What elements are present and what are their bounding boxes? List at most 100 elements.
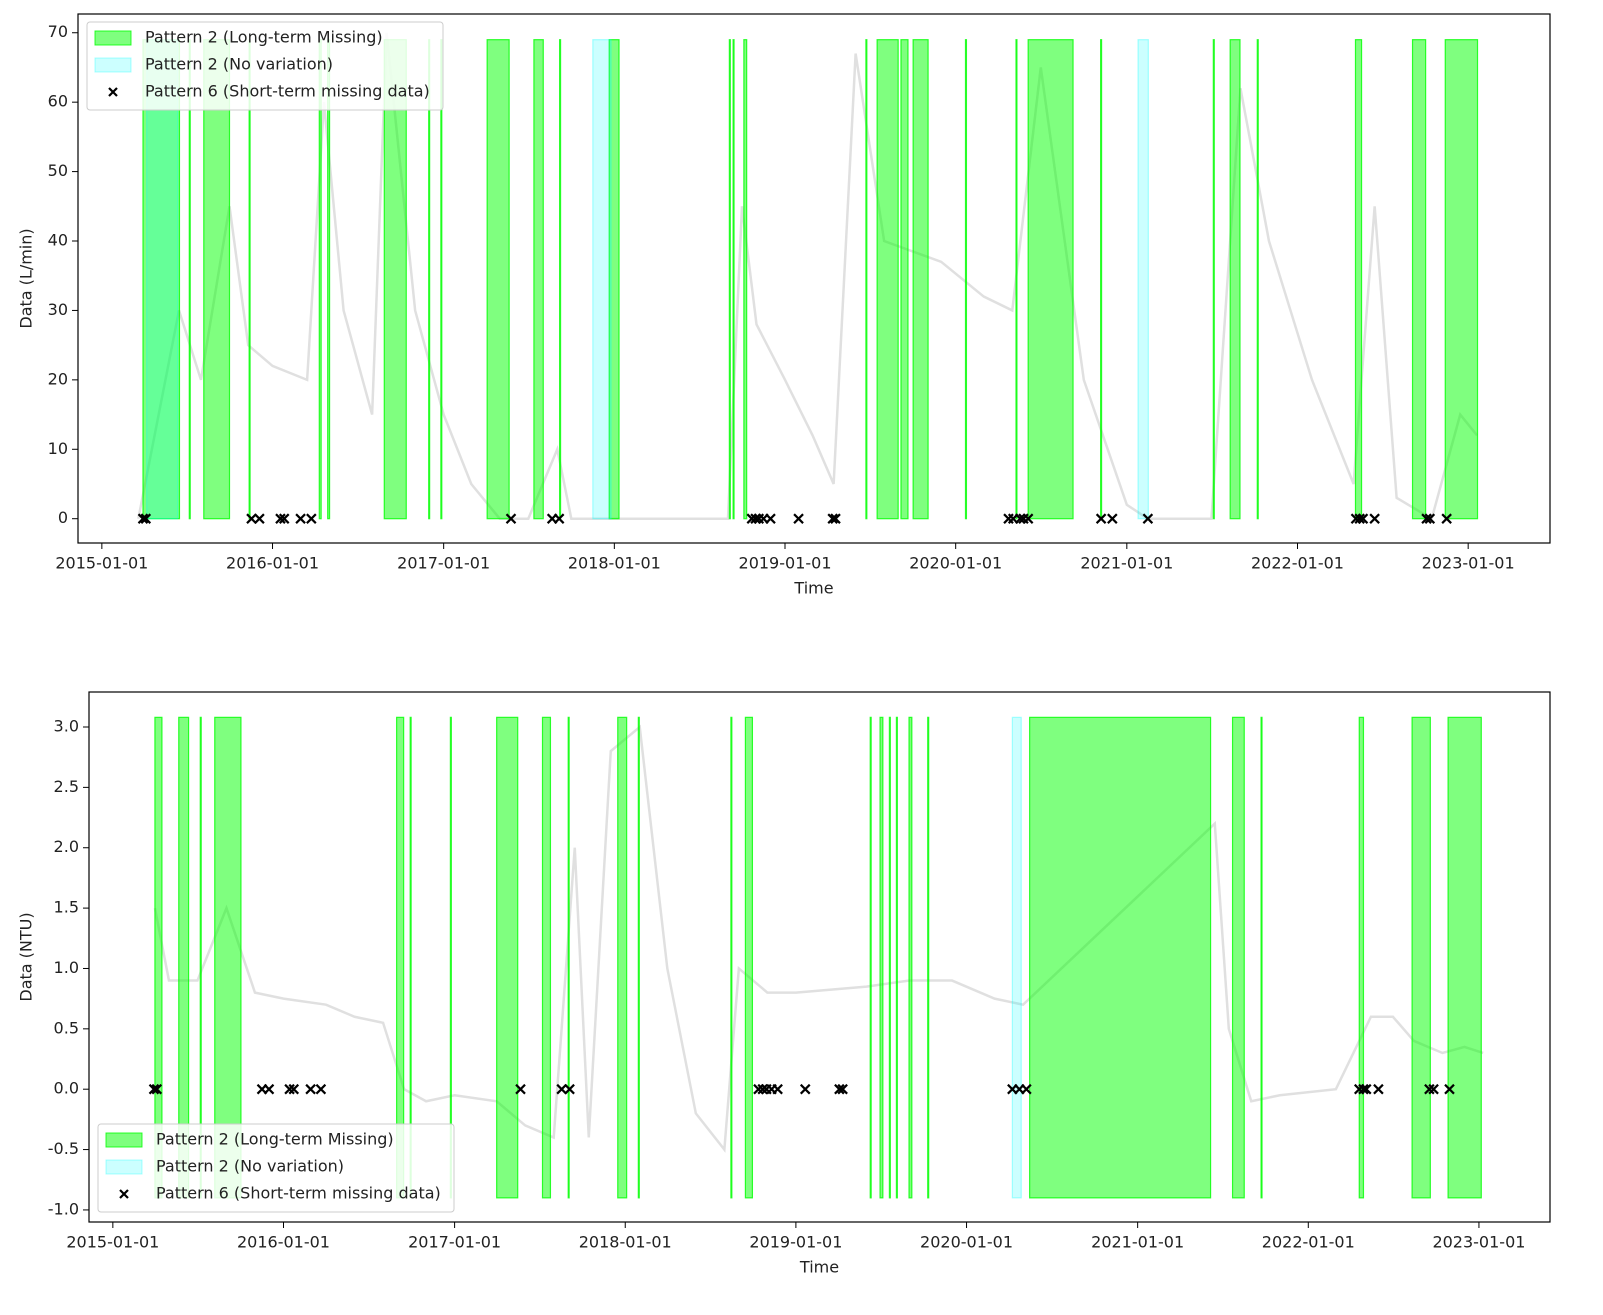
span [608, 39, 620, 520]
x-tick-label: 2022-01-01 [1251, 554, 1344, 573]
marker [254, 513, 265, 524]
span [1256, 39, 1259, 520]
marker [505, 513, 517, 524]
marker [1354, 513, 1365, 524]
marker [1107, 513, 1118, 524]
marker [1360, 1083, 1372, 1095]
marker [753, 1083, 764, 1095]
span [895, 716, 898, 1199]
x-axis-label: Time [793, 579, 833, 598]
span [1229, 39, 1241, 520]
legend-box [86, 21, 444, 111]
span [732, 39, 735, 520]
span [428, 39, 431, 520]
y-tick-label: 1.0 [54, 958, 79, 977]
y-tick-label: 3.0 [54, 717, 79, 736]
marker [799, 1083, 811, 1095]
span [730, 716, 733, 1199]
marker [295, 513, 306, 524]
span [1231, 716, 1245, 1199]
legend-label: Pattern 6 (Short-term missing data) [145, 82, 430, 101]
x-axis-label: Time [799, 1258, 839, 1277]
marker [553, 513, 565, 524]
y-tick-label: 0 [58, 508, 68, 527]
span [1358, 716, 1365, 1199]
span [1015, 39, 1018, 520]
span [1411, 716, 1431, 1199]
marker [1369, 513, 1380, 524]
span [1011, 716, 1022, 1199]
span [617, 716, 628, 1199]
marker [830, 513, 841, 524]
plot-frame [77, 13, 1551, 544]
plot-frame [88, 691, 1551, 1223]
legend-label: Pattern 6 (Short-term missing data) [156, 1184, 441, 1203]
span [533, 39, 544, 520]
span [327, 39, 331, 520]
marker [137, 513, 149, 524]
span [486, 39, 510, 520]
y-tick-label: 20 [48, 369, 68, 388]
x-tick-label: 2019-01-01 [749, 1233, 842, 1252]
marker [1444, 1083, 1455, 1095]
marker [750, 513, 761, 524]
x-tick-label: 2016-01-01 [226, 554, 319, 573]
x-tick-label: 2018-01-01 [568, 554, 661, 573]
marker [1021, 1083, 1032, 1095]
span [1137, 39, 1149, 520]
span [908, 716, 913, 1199]
span [383, 39, 407, 520]
marker [263, 1083, 275, 1095]
marker [1373, 1083, 1384, 1095]
legend-swatch [105, 1132, 143, 1148]
y-tick-label: 0.0 [54, 1079, 79, 1098]
data-line [153, 724, 1484, 1153]
marker [148, 1083, 160, 1095]
chart: 2015-01-01 2016-01-01 2017-01-01 2018-01-01… [17, 691, 1551, 1277]
marker [246, 513, 257, 524]
marker [1428, 1083, 1439, 1095]
x-tick-label: 2015-01-01 [66, 1233, 159, 1252]
marker [151, 1083, 163, 1095]
span [248, 39, 251, 520]
x-tick-label: 2019-01-01 [739, 554, 832, 573]
legend-box [97, 1123, 455, 1213]
span [1354, 39, 1363, 520]
marker [305, 1083, 316, 1095]
marker [793, 513, 804, 524]
marker [827, 513, 838, 524]
y-tick-label: 2.0 [54, 837, 79, 856]
legend-label: Pattern 2 (No variation) [156, 1157, 344, 1176]
x-tick-label: 2023-01-01 [1422, 554, 1515, 573]
legend-swatch [94, 57, 132, 73]
legend-label: Pattern 2 (Long-term Missing) [145, 28, 383, 47]
span [879, 716, 884, 1199]
span [927, 716, 930, 1199]
span [912, 39, 929, 520]
x-tick-label: 2022-01-01 [1262, 1233, 1355, 1252]
x-tick-label: 2017-01-01 [408, 1233, 501, 1252]
marker [1142, 513, 1154, 524]
marker [1424, 1083, 1435, 1095]
span [1029, 716, 1212, 1199]
legend-swatch [94, 30, 132, 46]
marker [834, 1083, 845, 1095]
span [1260, 716, 1263, 1199]
span [214, 716, 242, 1199]
plot-area [148, 716, 1484, 1199]
legend: Pattern 2 (Long-term Missing) Pattern 2 (… [86, 21, 444, 111]
span [203, 39, 231, 520]
span [318, 39, 322, 520]
y-axis-label: Data (NTU) [17, 912, 36, 1001]
marker [1424, 513, 1436, 524]
y-tick-label: 50 [48, 161, 68, 180]
marker [306, 513, 317, 524]
marker [765, 513, 776, 524]
marker [1022, 513, 1034, 524]
marker [275, 513, 286, 524]
marker [1441, 513, 1452, 524]
span [869, 716, 872, 1199]
y-tick-label: -0.5 [48, 1139, 79, 1158]
y-tick-label: 2.5 [54, 777, 79, 796]
span [744, 716, 754, 1199]
